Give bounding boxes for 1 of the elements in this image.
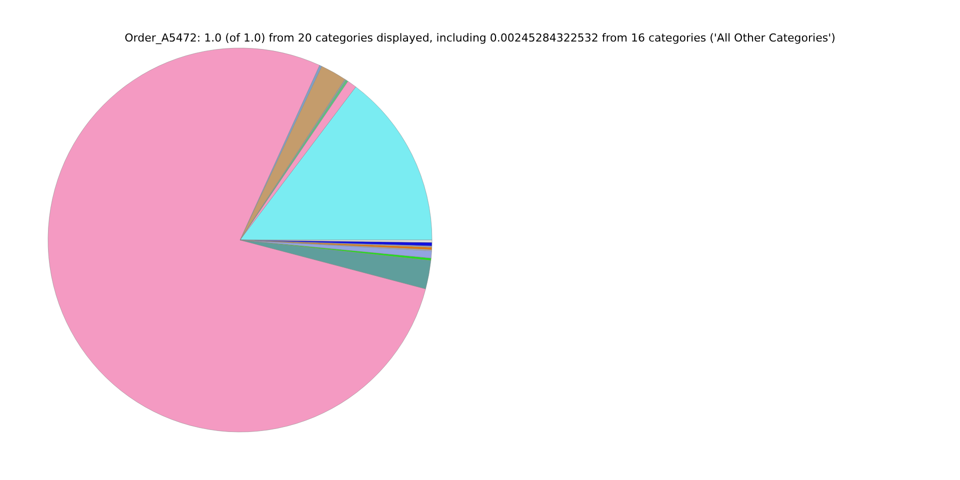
text: Order_A5472: 1.0 (of 1.0) from 20 categories displayed, including 0.00245284322532 from 16 categories ('All Other Categories') — [124, 31, 836, 44]
